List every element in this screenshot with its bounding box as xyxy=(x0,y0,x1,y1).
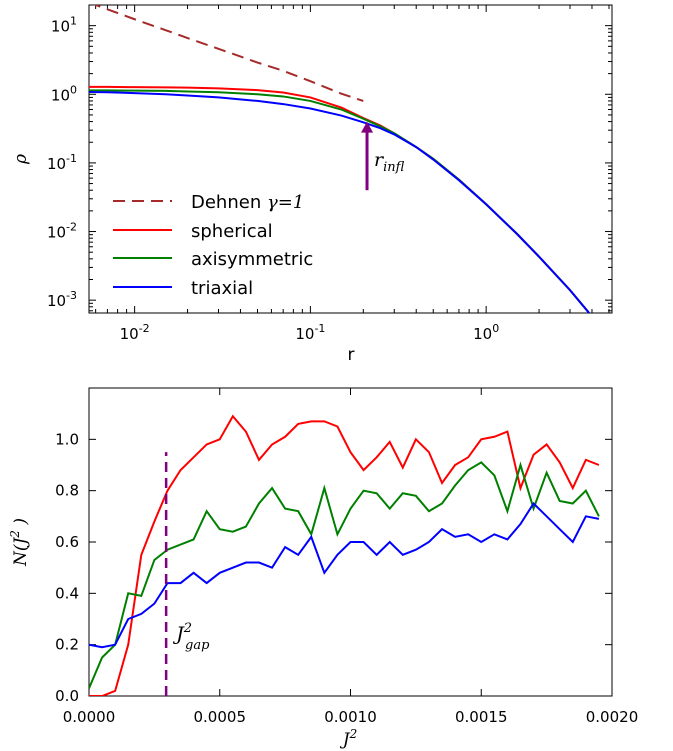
top-series-line xyxy=(89,85,591,313)
top-x-tick-label: 10-1 xyxy=(295,322,325,343)
density-profile-panel: 10-2 10-1 100 10-3 10-2 10-1 100 101 rinfl Dehn… xyxy=(11,4,613,365)
top-y-tick-label: 10-1 xyxy=(47,152,77,173)
bottom-ticks: 0.0000 0.0005 0.0010 0.0015 0.0020 0.0 0.2 0.4 0… xyxy=(55,388,638,726)
top-y-tick-label: 10-2 xyxy=(47,221,77,242)
bottom-series-line xyxy=(89,414,600,696)
r-infl-label: rinfl xyxy=(374,149,405,175)
legend-label: Dehnen γ=1 xyxy=(191,192,304,213)
bottom-y-axis-label: N(J2 ) xyxy=(8,518,31,567)
bottom-x-tick-label: 0.0005 xyxy=(194,708,247,726)
top-ticks: 10-2 10-1 100 10-3 10-2 10-1 100 101 xyxy=(47,4,612,343)
j-gap-label: J2 gap xyxy=(172,621,210,653)
bottom-y-tick-label: 1.0 xyxy=(55,430,79,448)
bottom-y-tick-label: 0.4 xyxy=(55,584,79,602)
top-x-axis-label: r xyxy=(348,345,355,365)
bottom-y-tick-label: 0.0 xyxy=(55,687,79,705)
top-series-line xyxy=(89,89,591,313)
top-series-line xyxy=(89,90,591,313)
legend-label: spherical xyxy=(191,221,273,242)
bottom-x-tick-label: 0.0015 xyxy=(455,708,508,726)
bottom-series-line xyxy=(89,501,600,649)
r-infl-annotation: rinfl xyxy=(361,121,405,191)
top-x-tick-label: 100 xyxy=(473,322,499,343)
bottom-y-tick-label: 0.8 xyxy=(55,482,79,500)
legend-label: axisymmetric xyxy=(191,249,313,270)
top-x-tick-label: 10-2 xyxy=(120,322,150,343)
top-plot-frame xyxy=(88,4,613,314)
bottom-y-tick-label: 0.6 xyxy=(55,533,79,551)
bottom-y-tick-label: 0.2 xyxy=(55,636,79,654)
j-gap-annotation: J2 gap xyxy=(164,452,210,696)
top-y-tick-label: 101 xyxy=(51,15,77,36)
bottom-x-tick-label: 0.0020 xyxy=(586,708,639,726)
top-series-lines xyxy=(89,5,591,313)
top-y-tick-label: 100 xyxy=(51,83,77,104)
top-y-tick-label: 10-3 xyxy=(47,289,77,310)
r-infl-arrow-head xyxy=(361,121,374,133)
top-y-axis-label: ρ xyxy=(11,154,31,165)
top-series-line xyxy=(93,5,364,102)
bottom-x-tick-label: 0.0000 xyxy=(63,708,116,726)
bottom-x-axis-label: J2 xyxy=(340,727,357,750)
top-legend: Dehnen γ=1 spherical axisymmetric triaxial xyxy=(113,192,313,299)
legend-label: triaxial xyxy=(191,278,253,299)
bottom-x-tick-label: 0.0010 xyxy=(324,708,377,726)
angular-momentum-panel: 0.0000 0.0005 0.0010 0.0015 0.0020 0.0 0.2 0.4 0… xyxy=(8,387,638,750)
bottom-series-lines xyxy=(89,414,600,696)
bottom-series-line xyxy=(89,461,600,689)
